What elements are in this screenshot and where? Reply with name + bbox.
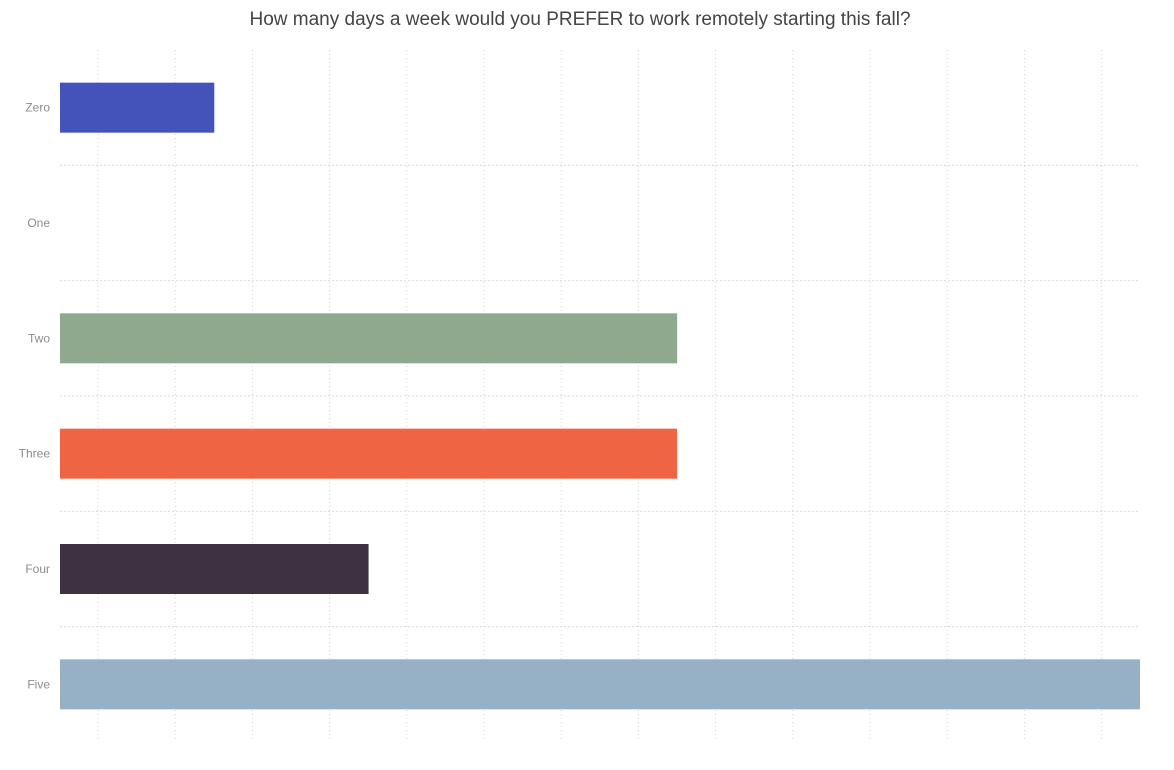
category-label-zero: Zero xyxy=(25,101,50,115)
bar-five[interactable] xyxy=(60,659,1140,710)
category-label-one: One xyxy=(27,216,50,230)
category-labels: Zero One Two Three Four Five xyxy=(19,101,51,692)
category-label-two: Two xyxy=(28,331,50,345)
chart-title: How many days a week would you PREFER to… xyxy=(249,9,911,30)
category-label-five: Five xyxy=(27,677,50,691)
grid-layer xyxy=(60,50,1140,742)
category-label-three: Three xyxy=(19,447,51,461)
category-label-four: Four xyxy=(25,562,50,576)
bar-four[interactable] xyxy=(60,544,369,594)
bar-layer xyxy=(60,82,1140,710)
bar-three[interactable] xyxy=(60,428,678,479)
bar-zero[interactable] xyxy=(60,82,215,133)
bar-two[interactable] xyxy=(60,313,678,364)
